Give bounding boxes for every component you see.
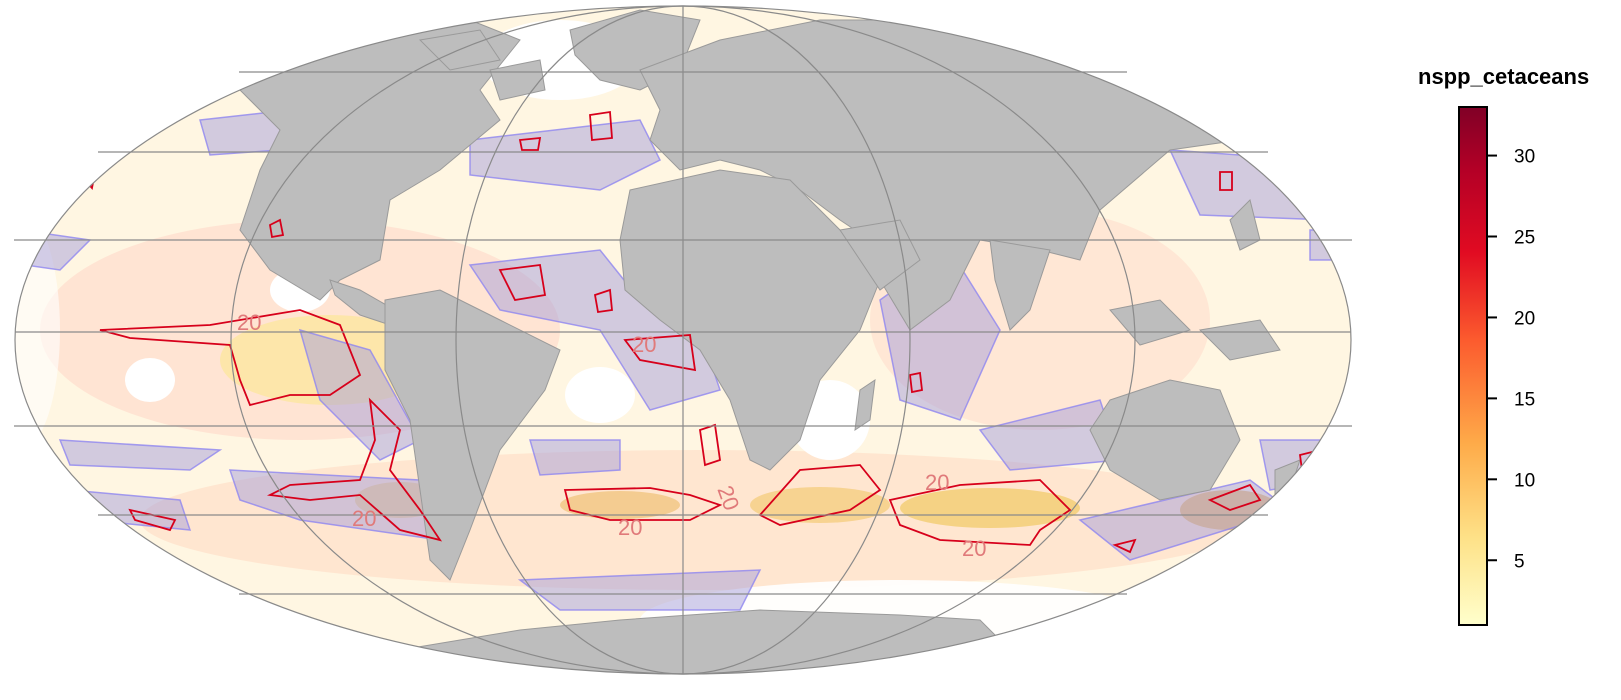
contour-label: 20 — [632, 332, 656, 357]
legend-tick-label: 15 — [1514, 389, 1535, 410]
legend-tick-label: 5 — [1514, 551, 1525, 572]
contour-label: 20 — [925, 470, 949, 495]
africa — [619, 169, 881, 471]
legend-title: nspp_cetaceans — [1418, 64, 1590, 89]
australia — [1089, 379, 1241, 501]
north-america — [229, 19, 521, 301]
colorbar — [1458, 106, 1488, 626]
legend-ticks: 5 10 15 20 25 30 — [1487, 147, 1535, 572]
legend-colorbar: 5 10 15 20 25 30 — [1458, 106, 1535, 626]
legend-tick-label: 10 — [1514, 470, 1535, 491]
legend-tick-label: 20 — [1514, 308, 1535, 329]
land-layer — [229, 9, 1302, 674]
contour-label: 20 — [618, 515, 642, 540]
graticule — [14, 5, 1352, 675]
legend-tick-label: 30 — [1514, 147, 1535, 168]
contour-label: 20 — [352, 506, 376, 531]
south-america — [384, 289, 561, 581]
legend-tick-label: 25 — [1514, 228, 1535, 249]
contour-label: 20 — [962, 536, 986, 561]
contour-label: 20 — [237, 310, 261, 335]
